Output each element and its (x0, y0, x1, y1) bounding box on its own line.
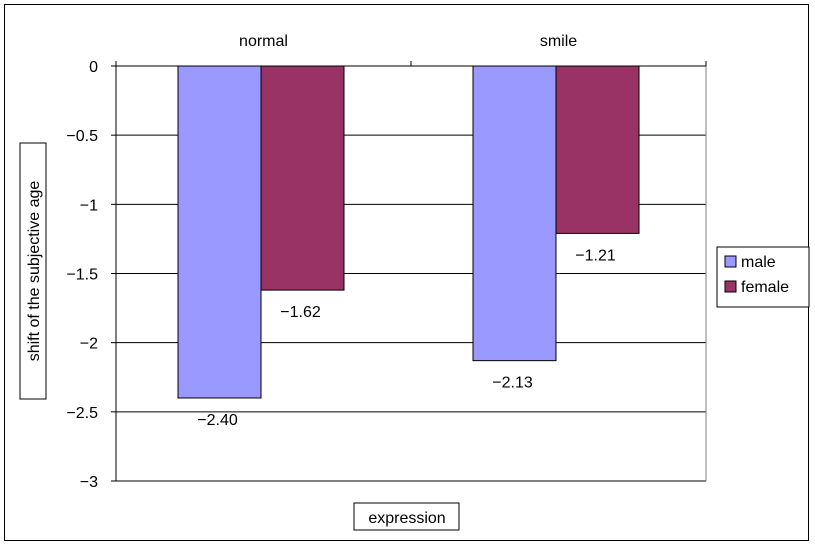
legend: male female (716, 246, 810, 308)
category-label-smile: smile (540, 33, 577, 50)
bar-female-normal (260, 65, 345, 291)
y-tick-label: −1 (80, 197, 98, 214)
data-label-female-smile: −1.21 (575, 247, 616, 264)
bar-male-smile (472, 65, 557, 362)
y-tick-label: 0 (89, 59, 98, 76)
data-label-female-normal: −1.62 (280, 304, 321, 321)
category-label-normal: normal (239, 33, 288, 50)
y-axis-title: shift of the subjective age (26, 181, 43, 362)
legend-label-female: female (741, 279, 789, 296)
legend-label-male: male (741, 254, 776, 271)
y-tick-label: −1.5 (66, 267, 98, 284)
y-tick-label: −2.5 (66, 405, 98, 422)
data-label-male-normal: −2.40 (197, 412, 238, 429)
data-label-male-smile: −2.13 (492, 375, 533, 392)
chart-area (4, 4, 809, 541)
y-tick-label: −0.5 (66, 128, 98, 145)
x-axis-title: expression (368, 510, 445, 527)
axes (111, 61, 707, 482)
y-axis-title-box (19, 142, 47, 400)
legend-swatch-female (724, 280, 737, 293)
bar-female-smile (555, 65, 640, 234)
x-axis-title-box (353, 502, 460, 531)
legend-swatch-male (724, 255, 737, 268)
bars (177, 65, 640, 399)
y-tick-label: −2 (80, 336, 98, 353)
y-tick-label: −3 (80, 474, 98, 491)
bar-male-normal (177, 65, 262, 399)
chart-text: 0 −0.5 −1 −1.5 −2 −2.5 −3 −2.40 −1.62 normal −2.13… (19, 33, 616, 531)
